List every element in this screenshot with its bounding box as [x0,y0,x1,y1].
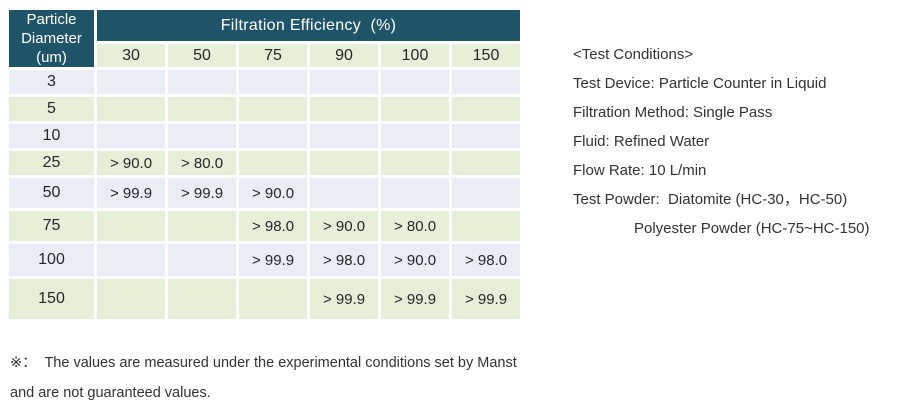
test-conditions-title: <Test Conditions> [573,46,694,63]
efficiency-cell [239,124,307,149]
efficiency-cell: > 90.0 [381,244,449,277]
efficiency-cell [168,97,236,122]
efficiency-cell [452,124,520,149]
efficiency-cell: > 99.9 [310,279,378,320]
table-row-150: 150 > 99.9 > 99.9 > 99.9 [9,279,520,320]
efficiency-cell [97,279,165,320]
efficiency-cell [381,70,449,95]
efficiency-cell [310,178,378,209]
efficiency-cell [239,151,307,176]
col-header-90: 90 [310,44,378,68]
efficiency-cell [239,97,307,122]
col-header-50: 50 [168,44,236,68]
table-row-75: 75 > 98.0 > 90.0 > 80.0 [9,211,520,242]
condition-test-powder: Test Powder: Diatomite (HC-30，HC-50) [573,191,848,208]
row-label: 5 [9,97,94,122]
efficiency-cell [239,279,307,320]
row-label: 25 [9,151,94,176]
efficiency-cell [310,97,378,122]
efficiency-cell [452,178,520,209]
row-label: 3 [9,70,94,95]
table-row-50: 50 > 99.9 > 99.9 > 90.0 [9,178,520,209]
condition-test-device: Test Device: Particle Counter in Liquid [573,75,827,92]
efficiency-cell [168,279,236,320]
col-header-150: 150 [452,44,520,68]
efficiency-cell: > 98.0 [310,244,378,277]
efficiency-cell [97,211,165,242]
efficiency-cell [97,244,165,277]
efficiency-cell: > 99.9 [168,178,236,209]
corner-header-line-3: (um) [36,49,67,67]
particle-diameter-header: Particle Diameter (um) [9,10,94,68]
table-row-5: 5 [9,97,520,122]
efficiency-cell [168,244,236,277]
efficiency-cell: > 80.0 [381,211,449,242]
row-label: 75 [9,211,94,242]
column-header-row: 30 50 75 90 100 150 [9,44,520,68]
table-row-100: 100 > 99.9 > 98.0 > 90.0 > 98.0 [9,244,520,277]
condition-filtration-method: Filtration Method: Single Pass [573,104,773,121]
efficiency-cell [452,97,520,122]
efficiency-cell [310,70,378,95]
efficiency-cell [381,124,449,149]
efficiency-cell [97,124,165,149]
corner-header-line-2: Diameter [21,30,82,48]
efficiency-cell: > 99.9 [381,279,449,320]
efficiency-cell [381,178,449,209]
efficiency-cell: > 99.9 [97,178,165,209]
footnote-line-1: ※： The values are measured under the exp… [10,355,517,371]
efficiency-cell [310,124,378,149]
efficiency-cell [452,151,520,176]
efficiency-cell [452,70,520,95]
condition-test-powder-2: Polyester Powder (HC-75~HC-150) [634,220,870,237]
col-header-30: 30 [97,44,165,68]
efficiency-cell [97,70,165,95]
efficiency-cell [97,97,165,122]
table-row-25: 25 > 90.0 > 80.0 [9,151,520,176]
efficiency-cell: > 90.0 [97,151,165,176]
filtration-efficiency-table: Particle Diameter (um) Filtration Effici… [6,7,523,322]
efficiency-cell [310,151,378,176]
efficiency-cell: > 99.9 [239,244,307,277]
efficiency-cell [381,151,449,176]
efficiency-cell: > 90.0 [239,178,307,209]
corner-header-line-1: Particle [26,11,77,28]
filtration-efficiency-header: Filtration Efficiency (%) [97,10,520,42]
footnote-line-2: and are not guaranteed values. [10,385,211,401]
efficiency-cell [239,70,307,95]
efficiency-cell: > 98.0 [452,244,520,277]
row-label: 150 [9,279,94,320]
efficiency-cell: > 90.0 [310,211,378,242]
col-header-75: 75 [239,44,307,68]
footnote: ※： The values are measured under the exp… [10,348,517,408]
efficiency-cell: > 80.0 [168,151,236,176]
row-label: 10 [9,124,94,149]
col-header-100: 100 [381,44,449,68]
condition-flow-rate: Flow Rate: 10 L/min [573,162,707,179]
efficiency-cell: > 98.0 [239,211,307,242]
test-conditions-block: <Test Conditions> Test Device: Particle … [573,40,870,243]
efficiency-cell: > 99.9 [452,279,520,320]
row-label: 50 [9,178,94,209]
efficiency-cell [168,124,236,149]
efficiency-cell [381,97,449,122]
table-row-3: 3 [9,70,520,95]
efficiency-cell [168,70,236,95]
condition-fluid: Fluid: Refined Water [573,133,710,150]
efficiency-cell [452,211,520,242]
table-row-10: 10 [9,124,520,149]
row-label: 100 [9,244,94,277]
efficiency-cell [168,211,236,242]
